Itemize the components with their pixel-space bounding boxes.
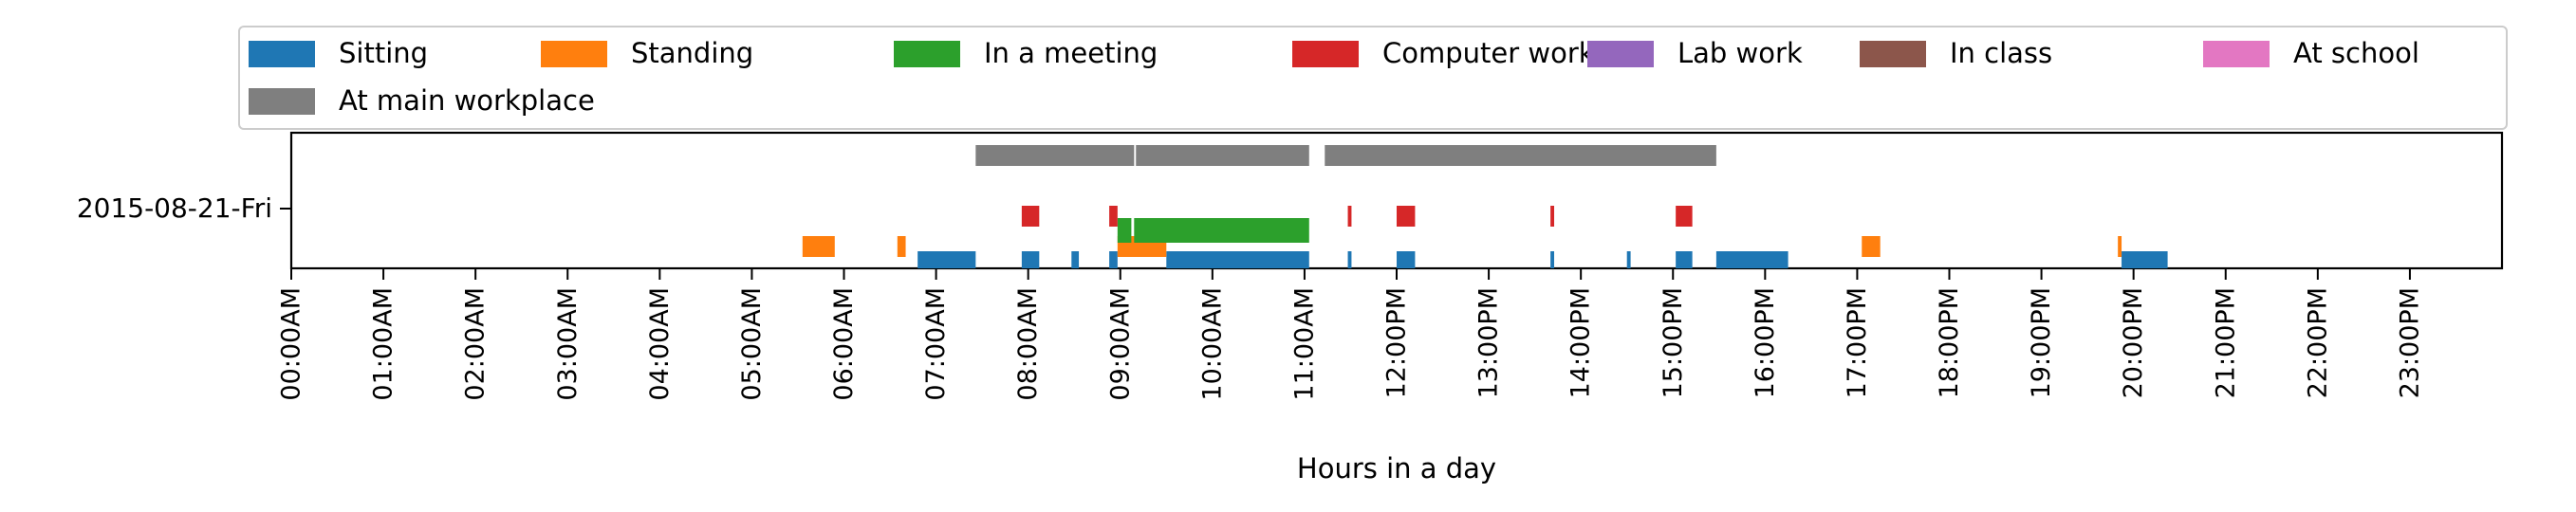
x-tick-label-12: 12:00PM (1382, 287, 1412, 398)
x-tick-label-0: 00:00AM (277, 287, 306, 401)
bar-sitting-2 (1071, 251, 1080, 268)
x-tick-label-5: 05:00AM (737, 287, 767, 401)
x-tick-label-21: 21:00PM (2211, 287, 2240, 398)
legend-label-at-school: At school (2293, 37, 2419, 69)
x-tick-label-7: 07:00AM (921, 287, 951, 401)
bar-sitting-1 (1021, 251, 1040, 268)
x-tick-label-10: 10:00AM (1197, 287, 1227, 401)
bar-sitting-11 (2122, 251, 2168, 268)
x-tick-label-4: 04:00AM (645, 287, 675, 401)
x-tick-label-13: 13:00PM (1474, 287, 1504, 398)
legend-label-in-a-meeting: In a meeting (984, 37, 1158, 69)
legend-swatch-at-main-workplace (249, 88, 315, 115)
bar-sitting-10 (1715, 251, 1788, 268)
legend-label-lab-work: Lab work (1677, 37, 1803, 69)
y-axis: 2015-08-21-Fri (77, 192, 291, 224)
legend-swatch-standing (541, 41, 607, 67)
bar-computer-work-1 (1109, 206, 1118, 227)
y-tick-label-day: 2015-08-21-Fri (77, 192, 272, 224)
bar-sitting-5 (1347, 251, 1352, 268)
x-tick-label-15: 15:00PM (1659, 287, 1688, 398)
x-tick-label-16: 16:00PM (1751, 287, 1780, 398)
legend-label-at-main-workplace: At main workplace (339, 84, 595, 117)
legend: Sitting Standing In a meeting Computer work… (238, 26, 2508, 130)
bar-standing-1 (897, 236, 906, 257)
x-tick-label-2: 02:00AM (461, 287, 491, 401)
bar-in-a-meeting-0 (1117, 218, 1132, 243)
x-tick-label-18: 18:00PM (1935, 287, 1964, 398)
bar-in-a-meeting-1 (1134, 218, 1309, 243)
bar-standing-3 (1862, 236, 1881, 257)
legend-swatch-at-school (2203, 41, 2270, 67)
bar-sitting-3 (1109, 251, 1118, 268)
bar-computer-work-0 (1021, 206, 1040, 227)
x-tick-label-20: 20:00PM (2119, 287, 2148, 398)
legend-swatch-lab-work (1587, 41, 1654, 67)
bar-sitting-4 (1166, 251, 1309, 268)
bar-sitting-0 (917, 251, 976, 268)
x-tick-label-1: 01:00AM (369, 287, 398, 401)
bar-standing-4 (2118, 236, 2122, 257)
x-axis: 00:00AM 01:00AM 02:00AM 03:00AM 04:00AM 05:00… (277, 268, 2424, 401)
activity-bars (802, 145, 2168, 268)
x-tick-label-6: 06:00AM (829, 287, 859, 401)
bar-computer-work-4 (1550, 206, 1555, 227)
x-tick-label-11: 11:00AM (1289, 287, 1319, 401)
bar-sitting-6 (1397, 251, 1416, 268)
bar-at-main-workplace-2 (1325, 145, 1716, 166)
bar-computer-work-3 (1397, 206, 1416, 227)
x-tick-label-8: 08:00AM (1013, 287, 1043, 401)
legend-frame (238, 26, 2508, 130)
legend-label-computer-work: Computer work (1382, 37, 1595, 69)
bar-standing-0 (802, 236, 835, 257)
x-tick-label-14: 14:00PM (1566, 287, 1596, 398)
bar-computer-work-2 (1347, 206, 1352, 227)
x-tick-label-9: 09:00AM (1105, 287, 1135, 401)
bar-at-main-workplace-0 (975, 145, 1135, 166)
legend-label-in-class: In class (1950, 37, 2052, 69)
legend-label-standing: Standing (631, 37, 753, 69)
legend-swatch-sitting (249, 41, 315, 67)
x-tick-label-17: 17:00PM (1843, 287, 1872, 398)
x-tick-label-3: 03:00AM (553, 287, 583, 401)
x-tick-label-19: 19:00PM (2027, 287, 2056, 398)
bar-at-main-workplace-1 (1136, 145, 1309, 166)
legend-label-sitting: Sitting (339, 37, 428, 69)
legend-swatch-in-a-meeting (894, 41, 960, 67)
bar-sitting-7 (1550, 251, 1555, 268)
bar-computer-work-5 (1676, 206, 1693, 227)
legend-swatch-computer-work (1292, 41, 1359, 67)
legend-swatch-in-class (1860, 41, 1926, 67)
x-tick-label-23: 23:00PM (2395, 287, 2424, 398)
x-axis-title: Hours in a day (1297, 452, 1496, 485)
x-tick-label-22: 22:00PM (2303, 287, 2332, 398)
bar-sitting-9 (1676, 251, 1693, 268)
bar-sitting-8 (1626, 251, 1631, 268)
